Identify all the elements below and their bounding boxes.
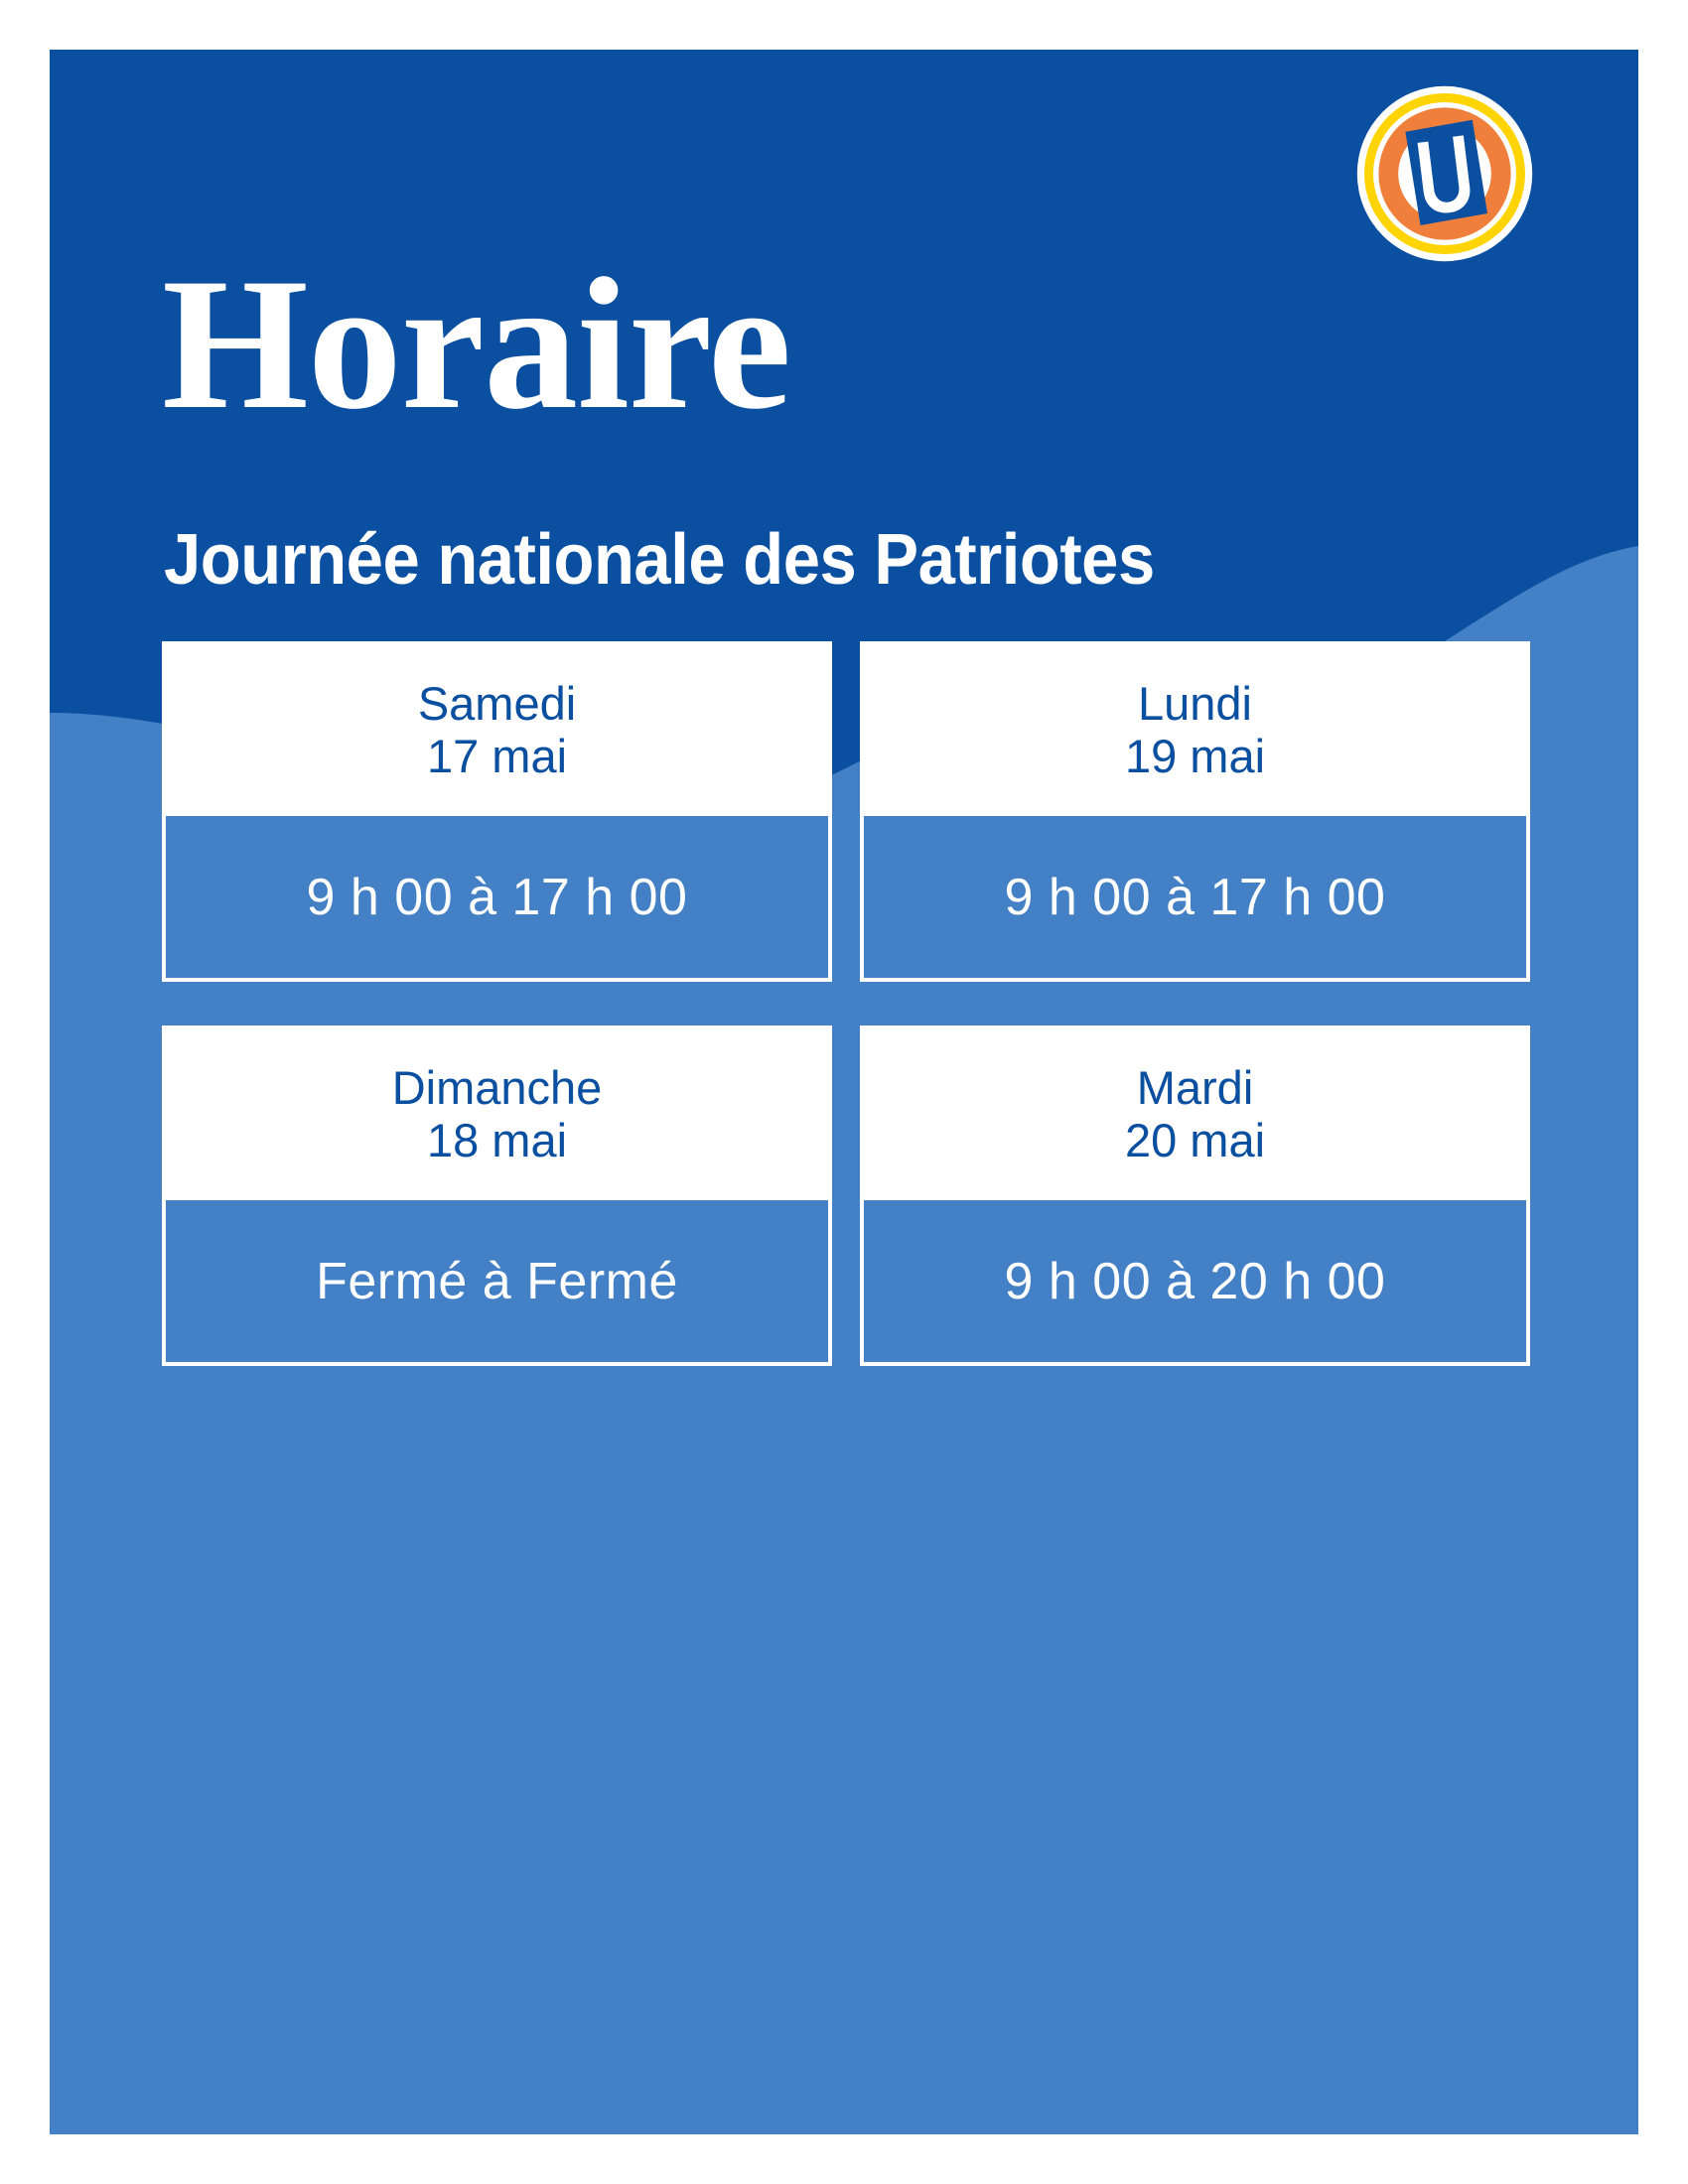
schedule-card-header: Lundi 19 mai bbox=[864, 645, 1526, 816]
schedule-card-header: Mardi 20 mai bbox=[864, 1029, 1526, 1200]
schedule-card-hours: 9 h 00 à 17 h 00 bbox=[166, 816, 828, 978]
schedule-poster: Horaire Journée nationale des Patriotes … bbox=[50, 50, 1638, 2134]
schedule-card-saturday: Samedi 17 mai 9 h 00 à 17 h 00 bbox=[162, 641, 832, 982]
page-subtitle: Journée nationale des Patriotes bbox=[164, 520, 1155, 600]
schedule-card-day: Lundi bbox=[1138, 677, 1252, 731]
page-title: Horaire bbox=[162, 240, 791, 449]
schedule-card-date: 17 mai bbox=[426, 730, 568, 782]
schedule-card-tuesday: Mardi 20 mai 9 h 00 à 20 h 00 bbox=[860, 1025, 1530, 1366]
schedule-card-sunday: Dimanche 18 mai Fermé à Fermé bbox=[162, 1025, 832, 1366]
schedule-card-day: Dimanche bbox=[391, 1061, 603, 1115]
schedule-card-date: 20 mai bbox=[1124, 1114, 1266, 1166]
schedule-card-monday: Lundi 19 mai 9 h 00 à 17 h 00 bbox=[860, 641, 1530, 982]
poster-header: Horaire Journée nationale des Patriotes bbox=[50, 50, 1638, 745]
schedule-card-hours: 9 h 00 à 20 h 00 bbox=[864, 1200, 1526, 1362]
schedule-card-day: Mardi bbox=[1136, 1061, 1254, 1115]
header-wave-background bbox=[50, 50, 1638, 823]
uniprix-u-logo-icon bbox=[1356, 85, 1533, 262]
schedule-card-day: Samedi bbox=[417, 677, 577, 731]
schedule-card-grid: Samedi 17 mai 9 h 00 à 17 h 00 Lundi 19 … bbox=[162, 641, 1530, 1366]
schedule-card-hours: Fermé à Fermé bbox=[166, 1200, 828, 1362]
schedule-card-hours: 9 h 00 à 17 h 00 bbox=[864, 816, 1526, 978]
schedule-card-header: Samedi 17 mai bbox=[166, 645, 828, 816]
schedule-card-date: 19 mai bbox=[1124, 730, 1266, 782]
schedule-card-header: Dimanche 18 mai bbox=[166, 1029, 828, 1200]
schedule-card-date: 18 mai bbox=[426, 1114, 568, 1166]
